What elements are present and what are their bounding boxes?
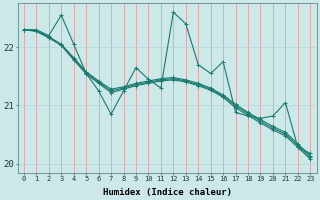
X-axis label: Humidex (Indice chaleur): Humidex (Indice chaleur) [103, 188, 232, 197]
